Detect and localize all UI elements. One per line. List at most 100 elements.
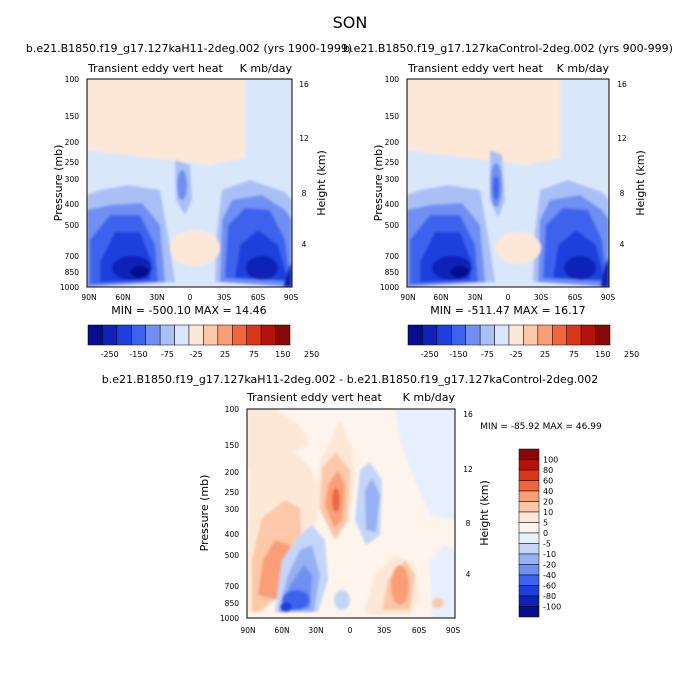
y2-tick-label: 12 bbox=[463, 465, 473, 474]
colorbar-swatch bbox=[217, 324, 233, 346]
x-tick-label: 90N bbox=[240, 626, 255, 635]
y-tick-label: 700 bbox=[65, 252, 80, 261]
colorbar-label: 0 bbox=[543, 529, 548, 538]
x-tick-label: 30N bbox=[467, 293, 482, 302]
panel-c-y2-axis: 4 8 12 16 bbox=[463, 410, 473, 579]
colorbar-swatch bbox=[518, 469, 540, 481]
colorbar-label: 25 bbox=[540, 350, 550, 359]
panel-c: b.e21.B1850.f19_g17.127kaH11-2deg.002 - … bbox=[102, 373, 602, 635]
colorbar-swatch bbox=[518, 606, 540, 618]
panel-a-title: b.e21.B1850.f19_g17.127kaH11-2deg.002 (y… bbox=[26, 42, 352, 55]
panel-b-right-string: K mb/day bbox=[557, 62, 610, 75]
colorbar-swatch bbox=[451, 324, 466, 346]
colorbar-label: 20 bbox=[543, 498, 553, 507]
y2-tick-label: 16 bbox=[617, 80, 627, 89]
colorbar-swatch bbox=[174, 324, 190, 346]
colorbar-swatch bbox=[566, 324, 582, 346]
colorbar-swatch bbox=[422, 324, 438, 346]
colorbar-label: 250 bbox=[304, 350, 319, 359]
panel-c-ylabel: Pressure (mb) bbox=[198, 475, 211, 552]
y-tick-label: 400 bbox=[65, 200, 80, 209]
colorbar-label: 250 bbox=[624, 350, 639, 359]
panel-b-left-string: Transient eddy vert heat bbox=[407, 62, 544, 75]
y-tick-label: 850 bbox=[385, 268, 400, 277]
y2-tick-label: 12 bbox=[617, 134, 627, 143]
x-tick-label: 30S bbox=[534, 293, 549, 302]
colorbar-swatch bbox=[518, 532, 540, 544]
y-tick-label: 700 bbox=[385, 252, 400, 261]
y2-tick-label: 16 bbox=[299, 80, 309, 89]
y2-tick-label: 4 bbox=[302, 240, 307, 249]
colorbar-swatch bbox=[518, 511, 540, 523]
panel-c-title: b.e21.B1850.f19_g17.127kaH11-2deg.002 - … bbox=[102, 373, 598, 386]
y-tick-label: 100 bbox=[225, 405, 240, 414]
colorbar-label: 40 bbox=[543, 487, 553, 496]
colorbar-swatch bbox=[518, 522, 540, 534]
colorbar-label: 75 bbox=[249, 350, 259, 359]
panel-c-stats: MIN = -85.92 MAX = 46.99 bbox=[480, 422, 602, 432]
x-tick-label: 90N bbox=[400, 293, 415, 302]
colorbar-label: 10 bbox=[543, 508, 553, 517]
panel-a-x-axis: 90N 60N 30N 0 30S 60S 90S bbox=[81, 293, 298, 302]
panel-b-y2-axis: 4 8 12 16 bbox=[617, 80, 627, 249]
colorbar-label: -80 bbox=[543, 592, 556, 601]
y2-tick-label: 8 bbox=[302, 189, 307, 198]
colorbar-swatch bbox=[232, 324, 247, 346]
panel-a-stats: MIN = -500.10 MAX = 14.46 bbox=[111, 304, 266, 317]
colorbar-label: -40 bbox=[543, 571, 556, 580]
y-tick-label: 1000 bbox=[380, 283, 399, 292]
colorbar-label: 150 bbox=[275, 350, 290, 359]
y-tick-label: 1000 bbox=[220, 614, 239, 623]
colorbar-label: -5 bbox=[543, 540, 551, 549]
panel-c-field bbox=[247, 409, 455, 618]
panel-c-x-axis: 90N 60N 30N 0 30S 60S 90S bbox=[240, 626, 460, 635]
panel-a-right-string: K mb/day bbox=[240, 62, 293, 75]
y2-tick-label: 8 bbox=[620, 189, 625, 198]
x-tick-label: 60S bbox=[412, 626, 427, 635]
x-tick-label: 0 bbox=[506, 293, 511, 302]
colorbar-swatch bbox=[518, 480, 540, 492]
colorbar-swatch bbox=[518, 585, 540, 597]
panel-a-field bbox=[87, 79, 292, 287]
colorbar-label: -10 bbox=[543, 550, 556, 559]
colorbar-label: -75 bbox=[481, 350, 494, 359]
panel-a-y2label: Height (km) bbox=[315, 150, 328, 216]
colorbar-swatch bbox=[518, 543, 540, 555]
panel-c-y2label: Height (km) bbox=[478, 480, 491, 546]
y-tick-label: 150 bbox=[225, 441, 240, 450]
x-tick-label: 60N bbox=[274, 626, 289, 635]
y-tick-label: 300 bbox=[225, 505, 240, 514]
panel-a-frame bbox=[86, 78, 293, 288]
x-tick-label: 30S bbox=[217, 293, 232, 302]
panel-b-x-axis: 90N 60N 30N 0 30S 60S 90S bbox=[400, 293, 615, 302]
y-tick-label: 250 bbox=[65, 158, 80, 167]
y-tick-label: 850 bbox=[65, 268, 80, 277]
y-tick-label: 500 bbox=[65, 221, 80, 230]
panel-b-stats: MIN = -511.47 MAX = 16.17 bbox=[430, 304, 585, 317]
colorbar-swatch bbox=[494, 324, 510, 346]
colorbar-label: 100 bbox=[543, 456, 558, 465]
x-tick-label: 60N bbox=[115, 293, 130, 302]
panel-c-y-axis: 100 150 200 250 300 400 500 700 850 1000 bbox=[220, 405, 239, 623]
colorbar-swatch bbox=[188, 324, 204, 346]
x-tick-label: 0 bbox=[188, 293, 193, 302]
panel-c-frame bbox=[246, 408, 456, 619]
x-tick-label: 60N bbox=[433, 293, 448, 302]
colorbar-swatch bbox=[580, 324, 596, 346]
y-tick-label: 200 bbox=[65, 138, 80, 147]
y-tick-label: 250 bbox=[225, 488, 240, 497]
colorbar-swatch bbox=[518, 448, 540, 460]
y-tick-label: 850 bbox=[225, 599, 240, 608]
x-tick-label: 30S bbox=[377, 626, 392, 635]
colorbar-swatch bbox=[518, 595, 540, 607]
panel-b-y-axis: 100 150 200 250 300 400 500 700 850 1000 bbox=[380, 75, 399, 292]
panel-b-y2label: Height (km) bbox=[634, 150, 647, 216]
panel-b-title: b.e21.B1850.f19_g17.127kaControl-2deg.00… bbox=[343, 42, 673, 55]
y2-tick-label: 12 bbox=[299, 134, 309, 143]
colorbar-label: -100 bbox=[543, 603, 561, 612]
colorbar-swatch bbox=[552, 324, 567, 346]
colorbar-swatch bbox=[518, 564, 540, 576]
y-tick-label: 500 bbox=[385, 221, 400, 230]
colorbar-label: 150 bbox=[595, 350, 610, 359]
